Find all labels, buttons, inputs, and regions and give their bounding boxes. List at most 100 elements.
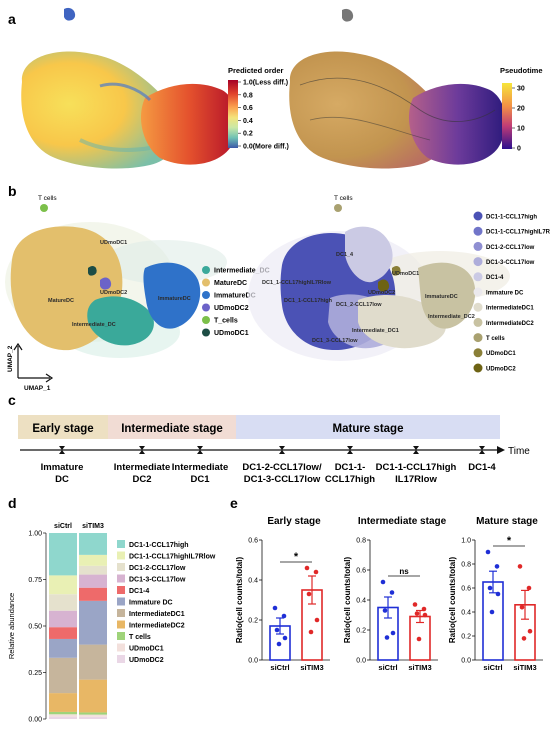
y-tick-label: 0.8 (461, 562, 471, 569)
legend-swatch (202, 316, 210, 324)
stacked-bar-segment (49, 717, 77, 719)
data-point (422, 607, 427, 612)
stacked-bar-segment (79, 575, 107, 588)
pseudotime-tick: 30 (517, 86, 525, 93)
legend-label: DC1-3-CCL17low (486, 260, 535, 266)
legend-swatch (202, 279, 210, 287)
legend-label: UDmoDC2 (486, 366, 516, 372)
stacked-bar-segment (79, 645, 107, 680)
data-point (315, 618, 320, 623)
legend-swatch (474, 303, 483, 312)
predicted-order-title: Predicted order (228, 66, 284, 75)
data-point (277, 642, 282, 647)
significance-label: * (507, 535, 512, 547)
y-axis-label: Relative abundance (7, 593, 16, 659)
stacked-bar-segment (49, 658, 77, 693)
legend-swatch (202, 304, 210, 312)
data-point (520, 605, 525, 610)
legend-label: DC1-2-CCL17low (129, 565, 186, 572)
umap-predicted-order (21, 8, 237, 169)
time-label: Time (508, 446, 530, 457)
data-point (273, 606, 278, 611)
y-tick-label: 0.2 (461, 634, 471, 641)
umap-axis: UMAP_1 UMAP_2 (7, 344, 52, 392)
legend-swatch (474, 364, 483, 373)
cluster-label: Intermediate_DC1 (352, 328, 399, 334)
cluster-label: ImmatureDC (425, 294, 458, 300)
category-label: siTIM3 (82, 523, 104, 530)
legend-swatch (202, 291, 210, 299)
legend-label: Immature DC (129, 600, 173, 607)
data-point (528, 629, 533, 634)
significance-label: * (294, 551, 299, 563)
legend-label: IntermediateDC1 (486, 306, 534, 312)
cluster-label: DC1_1-CCL17highIL7Rlow (262, 280, 332, 286)
legend-swatch (117, 586, 125, 594)
category-label: siCtrl (378, 663, 397, 672)
data-point (488, 586, 493, 591)
cluster-label: UDmoDC2 (368, 290, 395, 296)
cluster-label: Intermediate_DC (72, 322, 116, 328)
legend-label: DC1-4 (486, 275, 504, 281)
data-point (283, 636, 288, 641)
legend-label: Immature DC (486, 290, 524, 296)
timeline-point-label: CCL17high (325, 474, 375, 485)
chart-title: Early stage (267, 516, 321, 527)
umap-y-label: UMAP_2 (7, 345, 14, 372)
stacked-bar-segment (79, 533, 107, 555)
cluster-label: UDmoDC2 (100, 290, 127, 296)
tcells-label-right: T cells (334, 195, 353, 202)
data-point (385, 635, 390, 640)
umap-clusters-left: T cells MatureDCUDmoDC1UDmoDC2ImmatureDC… (5, 195, 227, 358)
legend-label: UDmoDC2 (214, 305, 249, 312)
panel-b-label: b (8, 183, 17, 199)
cluster-label: DC1_1-CCL17high (284, 298, 333, 304)
y-tick-label: 0.0 (248, 658, 258, 665)
y-tick-label: 0.00 (28, 717, 42, 724)
y-tick-label: 0.6 (461, 586, 471, 593)
legend-label: DC1-3-CCL17low (129, 577, 186, 584)
y-tick-label: 0.2 (248, 618, 258, 625)
legend-swatch (474, 333, 483, 342)
umap-clusters-right: T cells DC1_4DC1_1-CCL17highIL7RlowDC1_1… (248, 195, 510, 361)
y-tick-label: 0.2 (356, 628, 366, 635)
legend-swatch (117, 540, 125, 548)
legend-swatch (117, 644, 125, 652)
timeline-point-label: Immature (41, 462, 84, 473)
data-point (383, 608, 388, 613)
data-point (423, 613, 428, 618)
stage-timeline: Early stage Intermediate stage Mature st… (18, 415, 530, 485)
stacked-bar-segment (49, 627, 77, 639)
legend-swatch (474, 242, 483, 251)
legend-swatch (474, 348, 483, 357)
pseudotime-title: Pseudotime (500, 66, 543, 75)
legend-label: UDmoDC1 (129, 646, 164, 653)
stage-mature-label: Mature stage (333, 423, 404, 435)
y-tick-label: 0.0 (461, 658, 471, 665)
data-point (381, 580, 386, 585)
stacked-bar-segment (79, 680, 107, 713)
tcells-label-left: T cells (38, 195, 57, 202)
stacked-bar-segment (79, 555, 107, 566)
stacked-bar-segment (49, 639, 77, 658)
data-point (413, 602, 418, 607)
y-tick-label: 0.75 (28, 577, 42, 584)
legend-label: DC1-1-CCL17high (486, 214, 537, 220)
panel-a-label: a (8, 11, 16, 27)
pseudotime-tick: 0 (517, 146, 521, 153)
stacked-bar-segment (79, 712, 107, 714)
data-point (495, 564, 500, 569)
legend-swatch (202, 329, 210, 337)
category-label: siCtrl (483, 663, 502, 672)
y-tick-label: 1.00 (28, 531, 42, 538)
timeline-point-label: DC1-1- (335, 462, 366, 473)
y-tick-label: 0.6 (356, 568, 366, 575)
legend-label: UDmoDC2 (129, 657, 164, 664)
data-point (390, 590, 395, 595)
legend-label: UDmoDC1 (214, 330, 249, 337)
cluster-label: Intermediate_DC2 (428, 314, 475, 320)
